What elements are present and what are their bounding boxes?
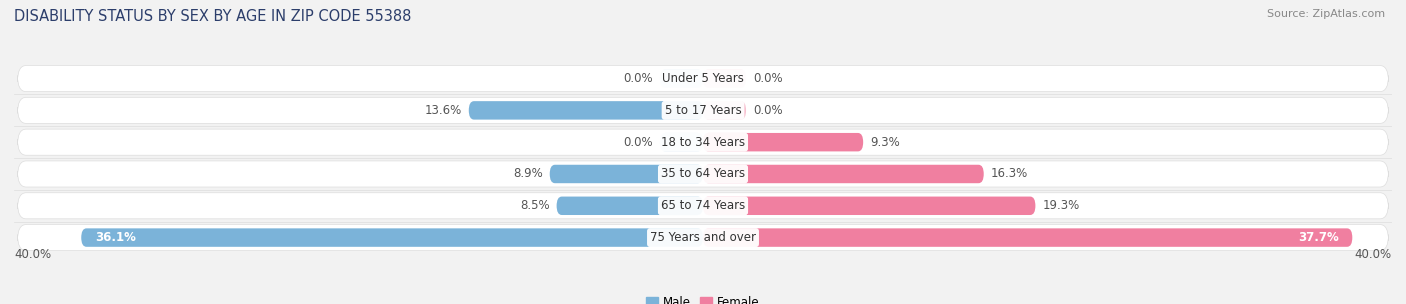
Text: 65 to 74 Years: 65 to 74 Years: [661, 199, 745, 212]
FancyBboxPatch shape: [703, 133, 863, 151]
Text: 0.0%: 0.0%: [754, 104, 783, 117]
Text: 35 to 64 Years: 35 to 64 Years: [661, 168, 745, 181]
Text: 37.7%: 37.7%: [1298, 231, 1339, 244]
FancyBboxPatch shape: [17, 97, 1389, 123]
Text: 0.0%: 0.0%: [754, 72, 783, 85]
Text: 75 Years and over: 75 Years and over: [650, 231, 756, 244]
Legend: Male, Female: Male, Female: [641, 291, 765, 304]
Text: 13.6%: 13.6%: [425, 104, 461, 117]
Text: 5 to 17 Years: 5 to 17 Years: [665, 104, 741, 117]
Text: 16.3%: 16.3%: [991, 168, 1028, 181]
Text: 40.0%: 40.0%: [1355, 248, 1392, 261]
Text: 8.9%: 8.9%: [513, 168, 543, 181]
Text: 0.0%: 0.0%: [623, 72, 652, 85]
Text: 19.3%: 19.3%: [1042, 199, 1080, 212]
FancyBboxPatch shape: [659, 69, 703, 88]
FancyBboxPatch shape: [557, 197, 703, 215]
FancyBboxPatch shape: [703, 165, 984, 183]
FancyBboxPatch shape: [703, 101, 747, 119]
FancyBboxPatch shape: [17, 66, 1389, 92]
Text: 18 to 34 Years: 18 to 34 Years: [661, 136, 745, 149]
FancyBboxPatch shape: [82, 228, 703, 247]
Text: 0.0%: 0.0%: [623, 136, 652, 149]
Text: 40.0%: 40.0%: [14, 248, 51, 261]
Text: DISABILITY STATUS BY SEX BY AGE IN ZIP CODE 55388: DISABILITY STATUS BY SEX BY AGE IN ZIP C…: [14, 9, 412, 24]
Text: 8.5%: 8.5%: [520, 199, 550, 212]
FancyBboxPatch shape: [703, 69, 747, 88]
Text: 36.1%: 36.1%: [96, 231, 136, 244]
FancyBboxPatch shape: [468, 101, 703, 119]
FancyBboxPatch shape: [703, 228, 1353, 247]
Text: 9.3%: 9.3%: [870, 136, 900, 149]
FancyBboxPatch shape: [550, 165, 703, 183]
FancyBboxPatch shape: [17, 193, 1389, 219]
Text: Source: ZipAtlas.com: Source: ZipAtlas.com: [1267, 9, 1385, 19]
FancyBboxPatch shape: [17, 129, 1389, 155]
Text: Under 5 Years: Under 5 Years: [662, 72, 744, 85]
FancyBboxPatch shape: [17, 225, 1389, 250]
FancyBboxPatch shape: [703, 197, 1035, 215]
FancyBboxPatch shape: [17, 161, 1389, 187]
FancyBboxPatch shape: [659, 133, 703, 151]
